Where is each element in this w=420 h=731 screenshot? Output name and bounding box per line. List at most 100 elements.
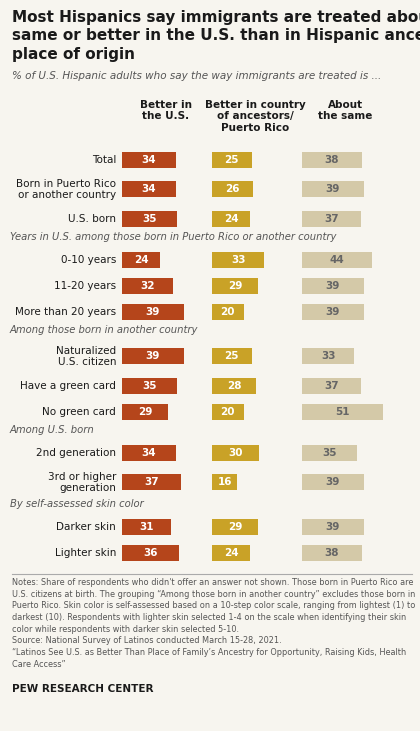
Bar — [302, 181, 364, 197]
Text: 24: 24 — [224, 548, 238, 558]
Text: PEW RESEARCH CENTER: PEW RESEARCH CENTER — [12, 683, 153, 694]
Text: 39: 39 — [326, 522, 340, 532]
Text: 29: 29 — [138, 407, 152, 417]
Bar — [302, 378, 360, 394]
Bar — [302, 152, 362, 168]
Bar — [302, 474, 364, 491]
Bar — [122, 252, 160, 268]
Text: 39: 39 — [326, 477, 340, 488]
Bar — [122, 304, 184, 320]
Bar — [122, 404, 168, 420]
Text: 25: 25 — [225, 155, 239, 165]
Text: 3rd or higher
generation: 3rd or higher generation — [47, 471, 116, 493]
Bar — [302, 278, 364, 294]
Bar — [122, 152, 176, 168]
Bar — [212, 181, 253, 197]
Bar — [302, 445, 357, 461]
Bar — [302, 545, 362, 561]
Bar — [122, 445, 176, 461]
Text: 44: 44 — [329, 255, 344, 265]
Bar — [212, 252, 264, 268]
Text: Among U.S. born: Among U.S. born — [10, 425, 95, 435]
Bar — [122, 181, 176, 197]
Text: 38: 38 — [325, 548, 339, 558]
Bar — [122, 519, 171, 535]
Text: Naturalized
U.S. citizen: Naturalized U.S. citizen — [56, 346, 116, 367]
Text: U.S. born: U.S. born — [68, 214, 116, 224]
Text: 37: 37 — [324, 381, 339, 391]
Text: No green card: No green card — [42, 407, 116, 417]
Text: 29: 29 — [228, 281, 242, 291]
Bar — [122, 349, 184, 365]
Text: 25: 25 — [225, 352, 239, 361]
Text: 29: 29 — [228, 522, 242, 532]
Text: Darker skin: Darker skin — [56, 522, 116, 532]
Text: About
the same: About the same — [318, 100, 373, 121]
Bar — [302, 349, 354, 365]
Bar — [302, 404, 383, 420]
Bar — [122, 211, 177, 227]
Bar — [122, 278, 173, 294]
Bar — [122, 378, 177, 394]
Bar — [212, 278, 258, 294]
Text: 37: 37 — [144, 477, 159, 488]
Bar — [122, 545, 179, 561]
Bar — [212, 404, 244, 420]
Bar — [212, 519, 258, 535]
Text: 28: 28 — [227, 381, 241, 391]
Text: 36: 36 — [143, 548, 158, 558]
Text: 51: 51 — [335, 407, 349, 417]
Text: 34: 34 — [142, 184, 156, 194]
Bar — [212, 304, 244, 320]
Text: 24: 24 — [134, 255, 148, 265]
Text: By self-assessed skin color: By self-assessed skin color — [10, 499, 144, 509]
Text: Years in U.S. among those born in Puerto Rico or another country: Years in U.S. among those born in Puerto… — [10, 232, 336, 242]
Text: 39: 39 — [326, 281, 340, 291]
Text: More than 20 years: More than 20 years — [15, 307, 116, 317]
Text: 26: 26 — [225, 184, 240, 194]
Text: % of U.S. Hispanic adults who say the way immigrants are treated is ...: % of U.S. Hispanic adults who say the wa… — [12, 72, 381, 81]
Bar — [212, 349, 252, 365]
Text: 34: 34 — [142, 448, 156, 458]
Text: 35: 35 — [142, 214, 157, 224]
Text: Notes: Share of respondents who didn't offer an answer not shown. Those born in : Notes: Share of respondents who didn't o… — [12, 578, 415, 669]
Text: 20: 20 — [220, 307, 235, 317]
Text: Better in country
of ancestors/
Puerto Rico: Better in country of ancestors/ Puerto R… — [205, 100, 306, 133]
Text: 30: 30 — [228, 448, 243, 458]
Text: 39: 39 — [146, 307, 160, 317]
Bar — [122, 474, 181, 491]
Bar — [212, 545, 250, 561]
Text: Born in Puerto Rico
or another country: Born in Puerto Rico or another country — [16, 178, 116, 200]
Bar — [212, 474, 237, 491]
Text: 11-20 years: 11-20 years — [54, 281, 116, 291]
Bar — [212, 378, 256, 394]
Bar — [302, 252, 372, 268]
Text: 38: 38 — [325, 155, 339, 165]
Text: 33: 33 — [321, 352, 335, 361]
Text: 37: 37 — [324, 214, 339, 224]
Text: 35: 35 — [323, 448, 337, 458]
Text: 32: 32 — [140, 281, 155, 291]
Text: Among those born in another country: Among those born in another country — [10, 325, 198, 335]
Text: 34: 34 — [142, 155, 156, 165]
Text: 33: 33 — [231, 255, 245, 265]
Text: Lighter skin: Lighter skin — [55, 548, 116, 558]
Text: 0-10 years: 0-10 years — [60, 255, 116, 265]
Bar — [212, 445, 260, 461]
Bar — [212, 152, 252, 168]
Text: 39: 39 — [326, 184, 340, 194]
Text: 39: 39 — [326, 307, 340, 317]
Text: 39: 39 — [146, 352, 160, 361]
Text: Better in
the U.S.: Better in the U.S. — [139, 100, 192, 121]
Bar — [302, 519, 364, 535]
Text: Total: Total — [92, 155, 116, 165]
Bar — [302, 304, 364, 320]
Bar — [302, 211, 360, 227]
Text: 24: 24 — [224, 214, 238, 224]
Text: Most Hispanics say immigrants are treated about the
same or better in the U.S. t: Most Hispanics say immigrants are treate… — [12, 10, 420, 61]
Text: 2nd generation: 2nd generation — [36, 448, 116, 458]
Text: 16: 16 — [218, 477, 232, 488]
Text: 31: 31 — [139, 522, 154, 532]
Bar — [212, 211, 250, 227]
Text: Have a green card: Have a green card — [20, 381, 116, 391]
